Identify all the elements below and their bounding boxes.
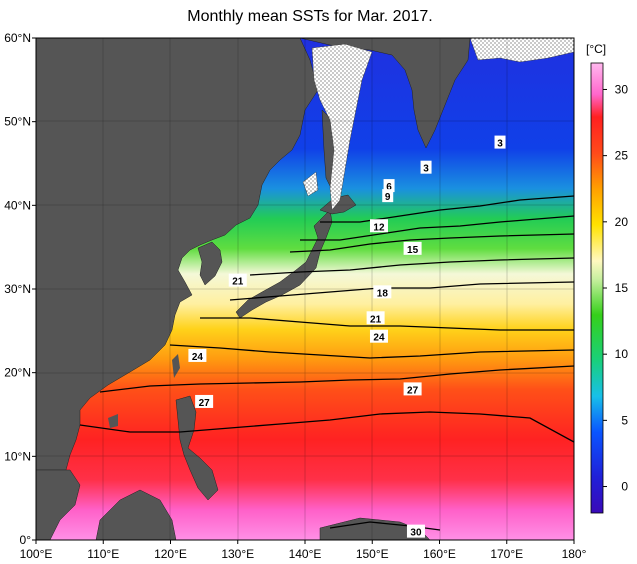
colorbar-tick-label: 10 — [615, 347, 629, 361]
hainan — [108, 414, 118, 428]
contour-label-box — [369, 329, 388, 343]
colorbar-tick-label: 5 — [621, 413, 628, 427]
contour-3 — [320, 195, 574, 223]
contour-label: 21 — [232, 277, 244, 288]
colorbar-tick-label: 15 — [615, 281, 629, 295]
korean-peninsula — [197, 241, 223, 286]
contour-label: 30 — [410, 528, 422, 539]
contour-labels: 3 3 69 12 15 18 21 21 24 24 27 27 30 — [188, 135, 506, 539]
indochina — [36, 469, 81, 540]
contour-27 — [79, 411, 574, 443]
lon-tick-label: 150°E — [356, 547, 389, 561]
contour-label: 24 — [192, 352, 204, 363]
colorbar-tick-label: 25 — [615, 149, 629, 163]
lat-tick-label: 50°N — [4, 115, 31, 129]
contour-label-box — [403, 241, 422, 255]
axis-ticks: 100°E 110°E 120°E 130°E 140°E 150°E 160°E 170°E… — [4, 31, 586, 561]
contour-label: 15 — [407, 245, 419, 256]
contour-12 — [249, 257, 574, 276]
contour-label-box — [494, 135, 506, 149]
contour-label-box — [195, 394, 214, 408]
contour-label-box — [406, 524, 425, 538]
lat-tick-label: 40°N — [4, 198, 31, 212]
contour-label-box — [366, 311, 385, 325]
contour-18 — [200, 317, 574, 331]
contour-label-box — [420, 160, 432, 174]
colorbar-tick-label: 20 — [615, 215, 629, 229]
taiwan — [172, 354, 180, 378]
lon-tick-label: 130°E — [221, 547, 254, 561]
contour-24 — [99, 365, 574, 393]
colorbar-tick-label: 30 — [615, 82, 629, 96]
contour-label: 18 — [377, 288, 389, 299]
contour-label: 21 — [370, 314, 382, 325]
lon-tick-label: 120°E — [154, 547, 187, 561]
lat-tick-label: 60°N — [4, 31, 31, 45]
contour-label: 3 — [497, 139, 503, 150]
sst-contours — [79, 195, 574, 531]
contour-label: 27 — [199, 398, 211, 409]
contour-label-box — [383, 179, 395, 193]
colorbar-unit: [°C] — [586, 42, 607, 56]
sea-ice-okhotsk — [311, 43, 373, 211]
contour-30 — [329, 521, 441, 531]
contour-9 — [289, 233, 574, 253]
lat-tick-label: 20°N — [4, 366, 31, 380]
contour-label-box — [382, 189, 394, 203]
lat-tick-label: 0° — [20, 533, 32, 547]
lon-tick-label: 140°E — [289, 547, 322, 561]
contour-21 — [169, 344, 574, 359]
contour-6 — [300, 215, 574, 241]
contour-label: 9 — [385, 192, 391, 203]
contour-label: 3 — [423, 164, 429, 175]
contour-label-box — [373, 285, 392, 299]
lat-tick-label: 10°N — [4, 449, 31, 463]
lat-tick-label: 30°N — [4, 282, 31, 296]
contour-label-box — [369, 219, 388, 233]
lon-tick-label: 100°E — [20, 547, 53, 561]
colorbar — [590, 62, 604, 514]
contour-label: 6 — [386, 182, 392, 193]
contour-label-box — [228, 273, 247, 287]
colorbar-ticks: 30 25 20 15 10 5 0 — [603, 82, 629, 494]
borneo — [95, 489, 177, 540]
sea-ice-bohai — [302, 171, 319, 197]
lon-tick-label: 180° — [562, 547, 587, 561]
lon-tick-label: 170°E — [490, 547, 523, 561]
sea-ice-bering — [469, 38, 574, 63]
lon-tick-label: 160°E — [423, 547, 456, 561]
contour-label-box — [188, 348, 207, 362]
lat-lon-grid — [36, 38, 574, 540]
lon-tick-label: 110°E — [87, 547, 119, 561]
contour-label-box — [403, 382, 422, 396]
map-title: Monthly mean SSTs for Mar. 2017. — [187, 8, 433, 25]
colorbar-tick-label: 0 — [621, 480, 628, 494]
contour-label: 12 — [373, 222, 385, 233]
contour-label: 24 — [373, 333, 385, 344]
contour-label: 27 — [407, 385, 419, 396]
philippines — [175, 395, 219, 501]
